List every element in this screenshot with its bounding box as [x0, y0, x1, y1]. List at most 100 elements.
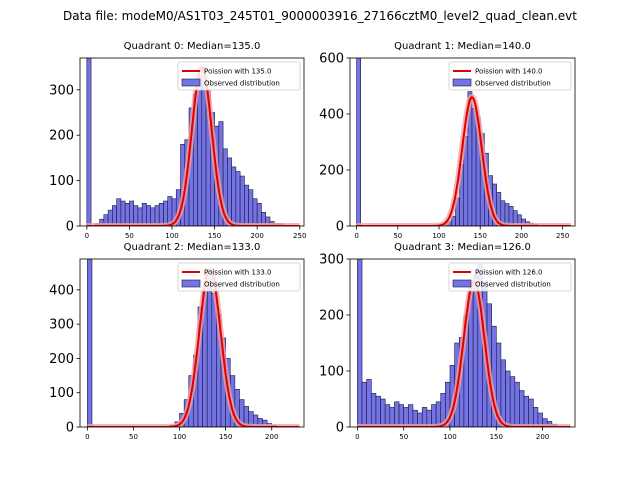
y-tick-label: 0 — [66, 421, 74, 436]
histogram-bar — [357, 259, 363, 427]
x-tick-label: 150 — [474, 232, 487, 240]
legend-box — [448, 61, 572, 91]
histogram-bar — [248, 189, 254, 226]
histogram-bar — [129, 200, 134, 226]
y-tick-label: 0 — [336, 421, 344, 436]
histogram-bar — [361, 381, 367, 427]
legend-bar-swatch — [452, 279, 472, 288]
x-tick-label: 0 — [85, 232, 89, 240]
legend: Poission with 133.0 Observed distribution — [177, 262, 301, 292]
chart-title: Quadrant 1: Median=140.0 — [394, 41, 531, 52]
histogram-bar — [235, 171, 241, 226]
x-tick-label: 150 — [208, 232, 221, 240]
legend-box — [448, 262, 572, 292]
x-tick-label: 100 — [165, 232, 178, 240]
y-tick-label: 0 — [66, 220, 74, 235]
axes-frame — [349, 57, 576, 227]
histogram-bar — [505, 370, 511, 427]
plot-area — [84, 58, 302, 226]
legend-label-observed: Observed distribution — [204, 281, 280, 289]
histogram-bar — [231, 166, 237, 226]
x-tick-label: 100 — [443, 433, 456, 441]
histogram-bar — [408, 404, 414, 427]
legend: Poission with 140.0 Observed distribution — [448, 61, 572, 91]
x-tick-label: 200 — [250, 232, 263, 240]
histogram-bar — [384, 404, 391, 427]
plot-area — [354, 58, 574, 226]
histogram-bar — [239, 175, 245, 226]
legend-bar-swatch — [181, 279, 201, 288]
axes-frame — [349, 258, 576, 428]
y-tick-label: 400 — [319, 108, 344, 123]
histogram-bar — [514, 381, 520, 427]
x-tick-label: 50 — [129, 433, 138, 441]
poisson-curve — [357, 280, 571, 427]
x-tick-label: 150 — [219, 433, 232, 441]
legend-label-poisson: Poission with 126.0 — [475, 269, 543, 277]
x-tick-label: 200 — [265, 433, 278, 441]
x-tick-label: 250 — [293, 232, 306, 240]
y-tick-label: 100 — [49, 386, 74, 401]
histogram-bar — [366, 379, 372, 427]
y-tick-label: 200 — [319, 309, 344, 324]
x-tick-label: 0 — [355, 433, 359, 441]
histogram-bar — [206, 268, 213, 427]
x-tick-label: 200 — [515, 232, 528, 240]
histogram-bar — [146, 205, 151, 226]
histogram-bar — [120, 200, 126, 226]
axes-frame — [79, 57, 305, 227]
histogram-bar — [394, 401, 400, 427]
y-tick-label: 400 — [49, 283, 74, 298]
legend-label-observed: Observed distribution — [475, 80, 551, 88]
legend-label-poisson: Poission with 140.0 — [475, 68, 543, 76]
x-tick-label: 0 — [354, 232, 358, 240]
x-tick-label: 50 — [125, 232, 134, 240]
x-tick-label: 100 — [432, 232, 445, 240]
histogram-bar — [133, 205, 139, 226]
histogram-bar — [523, 395, 530, 427]
y-tick-label: 200 — [49, 352, 74, 367]
x-tick-label: 50 — [393, 232, 402, 240]
histogram-bar — [519, 390, 525, 427]
legend: Poission with 126.0 Observed distribution — [448, 262, 572, 292]
y-tick-label: 200 — [49, 129, 74, 144]
histogram-bar — [158, 202, 164, 226]
histogram-bar — [380, 398, 386, 427]
legend: Poission with 135.0 Observed distribution — [177, 61, 301, 91]
x-tick-label: 150 — [490, 433, 503, 441]
legend-label-poisson: Poission with 135.0 — [204, 68, 272, 76]
legend-bar-swatch — [452, 78, 472, 87]
legend-label-poisson: Poission with 133.0 — [204, 269, 272, 277]
histogram-bar — [112, 205, 117, 226]
y-tick-label: 100 — [319, 365, 344, 380]
chart-title: Quadrant 3: Median=126.0 — [394, 242, 531, 253]
y-tick-label: 300 — [319, 253, 344, 268]
histogram-bar — [154, 205, 160, 226]
axes-frame — [79, 258, 305, 428]
histogram-bar — [528, 398, 534, 427]
histogram-bar — [431, 404, 437, 427]
chart-panel-1: 0 50 100 150 200 250 0 200 400 600 Quadrant 1: Med… — [319, 41, 576, 240]
y-tick-label: 200 — [319, 164, 344, 179]
histogram-bar — [256, 202, 262, 226]
legend-box — [177, 61, 301, 91]
chart-title: Quadrant 0: Median=135.0 — [124, 41, 261, 52]
chart-panel-0: 0 50 100 150 200 250 0 100 200 300 Quadrant 0: Med… — [49, 41, 306, 240]
histogram-bar — [471, 108, 477, 226]
legend-bar-swatch — [181, 78, 201, 87]
histogram-bar — [163, 200, 169, 226]
histogram-bar — [370, 393, 377, 427]
histogram-bar — [500, 359, 506, 427]
legend-label-observed: Observed distribution — [204, 80, 280, 88]
poisson-curve — [87, 268, 300, 427]
plot-area — [355, 259, 573, 427]
histogram-bar — [509, 376, 516, 427]
histogram-bar — [504, 203, 510, 226]
chart-title: Quadrant 2: Median=133.0 — [124, 242, 261, 253]
x-tick-label: 250 — [556, 232, 569, 240]
legend-label-observed: Observed distribution — [475, 281, 551, 289]
y-tick-label: 300 — [49, 318, 74, 333]
x-tick-label: 100 — [173, 433, 186, 441]
chart-panel-2: 0 50 100 150 200 0 100 200 300 400 Quadrant 2: Med… — [49, 242, 305, 441]
